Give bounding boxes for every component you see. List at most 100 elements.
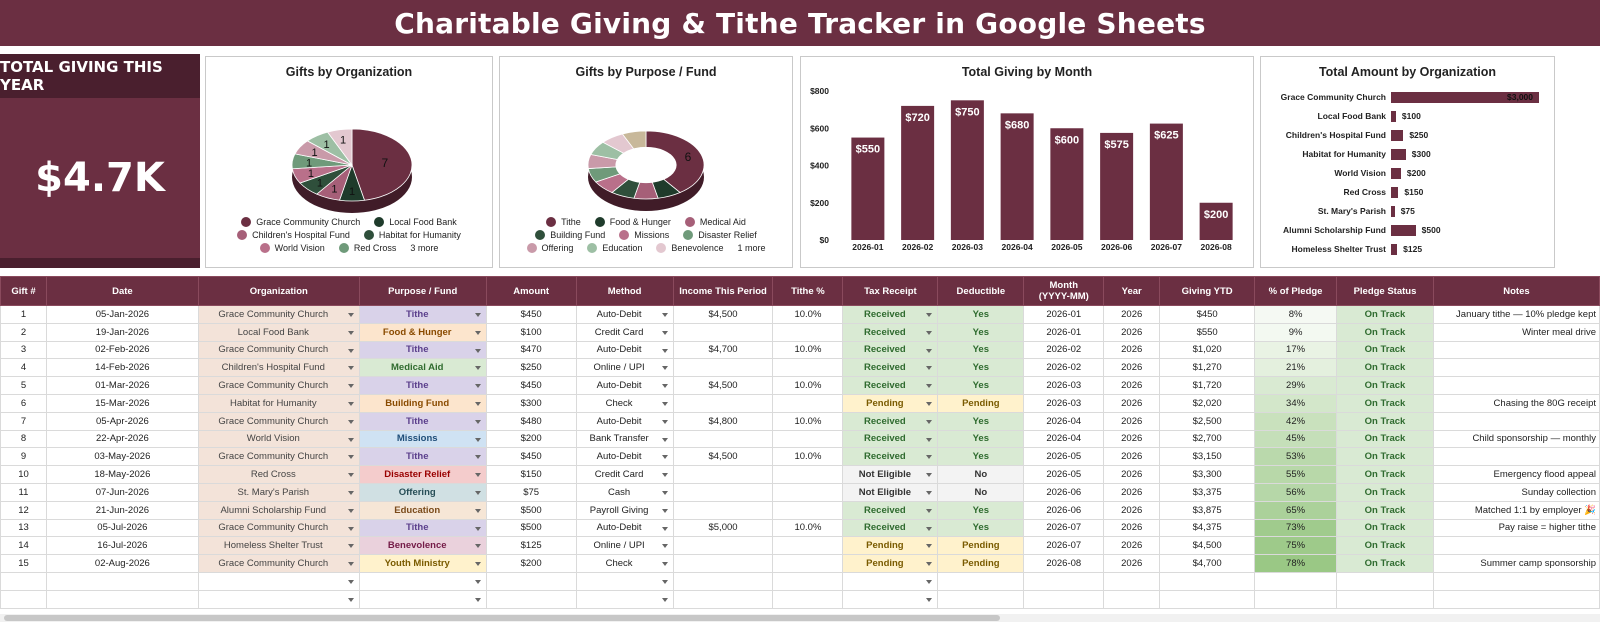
table-cell[interactable]: $300: [485, 393, 577, 413]
table-cell[interactable]: Yes: [937, 429, 1025, 449]
table-cell[interactable]: $470: [485, 340, 577, 360]
table-cell[interactable]: Auto-Debit: [575, 376, 674, 395]
table-cell[interactable]: $100: [485, 322, 577, 342]
table-cell[interactable]: 2026-03: [1023, 376, 1105, 395]
table-cell[interactable]: [1432, 536, 1600, 556]
table-cell[interactable]: 2026: [1103, 447, 1161, 467]
empty-cell[interactable]: [1103, 571, 1161, 591]
table-cell[interactable]: 73%: [1254, 518, 1338, 538]
table-cell[interactable]: 2026: [1103, 482, 1161, 502]
table-cell[interactable]: 2026-01: [1023, 305, 1105, 324]
table-cell[interactable]: $200: [485, 554, 577, 573]
table-cell[interactable]: 07-Jun-2026: [45, 482, 199, 502]
table-cell[interactable]: Online / UPI: [575, 358, 674, 378]
table-cell[interactable]: On Track: [1336, 554, 1434, 573]
column-header[interactable]: % of Pledge: [1254, 276, 1338, 306]
table-cell[interactable]: $5,000: [672, 518, 774, 538]
table-cell[interactable]: Yes: [937, 376, 1025, 395]
table-cell[interactable]: Cash: [575, 482, 674, 502]
table-cell[interactable]: [772, 358, 844, 378]
table-cell[interactable]: Grace Community Church: [197, 340, 360, 360]
column-header[interactable]: Gift #: [0, 276, 47, 306]
table-cell[interactable]: 42%: [1254, 411, 1338, 431]
table-cell[interactable]: 10.0%: [772, 518, 844, 538]
table-cell[interactable]: $4,700: [1159, 554, 1256, 573]
table-cell[interactable]: On Track: [1336, 500, 1434, 520]
table-cell[interactable]: On Track: [1336, 447, 1434, 467]
table-cell[interactable]: $500: [485, 518, 577, 538]
table-cell[interactable]: 2026-06: [1023, 482, 1105, 502]
table-cell[interactable]: On Track: [1336, 411, 1434, 431]
empty-cell[interactable]: [937, 571, 1025, 591]
table-cell[interactable]: 01-Mar-2026: [45, 376, 199, 395]
table-cell[interactable]: Received: [842, 447, 939, 467]
table-cell[interactable]: 10.0%: [772, 447, 844, 467]
table-cell[interactable]: Emergency flood appeal: [1432, 465, 1600, 484]
empty-cell[interactable]: [197, 571, 360, 591]
table-cell[interactable]: 78%: [1254, 554, 1338, 573]
empty-cell[interactable]: [358, 571, 487, 591]
table-cell[interactable]: 7: [0, 411, 47, 431]
table-cell[interactable]: Grace Community Church: [197, 447, 360, 467]
empty-cell[interactable]: [575, 571, 674, 591]
scrollbar-thumb[interactable]: [4, 615, 1000, 621]
table-cell[interactable]: Child sponsorship — monthly: [1432, 429, 1600, 449]
table-cell[interactable]: [772, 393, 844, 413]
empty-cell[interactable]: [485, 589, 577, 609]
table-cell[interactable]: 14: [0, 536, 47, 556]
table-cell[interactable]: On Track: [1336, 518, 1434, 538]
table-cell[interactable]: 2026-01: [1023, 322, 1105, 342]
table-cell[interactable]: [672, 536, 774, 556]
empty-cell[interactable]: [772, 571, 844, 591]
table-cell[interactable]: Offering: [358, 482, 487, 502]
table-cell[interactable]: 2026: [1103, 322, 1161, 342]
table-cell[interactable]: St. Mary's Parish: [197, 482, 360, 502]
column-header[interactable]: Deductible: [937, 276, 1025, 306]
table-cell[interactable]: 75%: [1254, 536, 1338, 556]
table-cell[interactable]: Auto-Debit: [575, 340, 674, 360]
table-cell[interactable]: [772, 429, 844, 449]
table-cell[interactable]: 2026: [1103, 429, 1161, 449]
table-cell[interactable]: $4,700: [672, 340, 774, 360]
table-cell[interactable]: 05-Jan-2026: [45, 305, 199, 324]
table-cell[interactable]: Online / UPI: [575, 536, 674, 556]
table-cell[interactable]: 2026-07: [1023, 518, 1105, 538]
table-cell[interactable]: Grace Community Church: [197, 554, 360, 573]
table-cell[interactable]: Yes: [937, 500, 1025, 520]
table-cell[interactable]: Yes: [937, 518, 1025, 538]
table-cell[interactable]: Chasing the 80G receipt: [1432, 393, 1600, 413]
table-cell[interactable]: 2026-02: [1023, 358, 1105, 378]
column-header[interactable]: Month (YYYY-MM): [1023, 276, 1105, 306]
empty-cell[interactable]: [358, 589, 487, 609]
table-cell[interactable]: $3,875: [1159, 500, 1256, 520]
empty-cell[interactable]: [1432, 571, 1600, 591]
table-cell[interactable]: 02-Feb-2026: [45, 340, 199, 360]
table-cell[interactable]: [772, 500, 844, 520]
empty-cell[interactable]: [937, 589, 1025, 609]
table-cell[interactable]: Pending: [937, 393, 1025, 413]
table-cell[interactable]: 2026-05: [1023, 465, 1105, 484]
table-cell[interactable]: Homeless Shelter Trust: [197, 536, 360, 556]
table-cell[interactable]: Yes: [937, 322, 1025, 342]
table-cell[interactable]: $450: [1159, 305, 1256, 324]
table-cell[interactable]: Sunday collection: [1432, 482, 1600, 502]
table-cell[interactable]: Received: [842, 340, 939, 360]
table-cell[interactable]: On Track: [1336, 429, 1434, 449]
table-cell[interactable]: Received: [842, 305, 939, 324]
table-cell[interactable]: $4,500: [672, 305, 774, 324]
column-header[interactable]: Date: [45, 276, 199, 306]
table-cell[interactable]: Received: [842, 429, 939, 449]
table-cell[interactable]: Medical Aid: [358, 358, 487, 378]
table-cell[interactable]: 2026: [1103, 305, 1161, 324]
table-cell[interactable]: $450: [485, 447, 577, 467]
column-header[interactable]: Year: [1103, 276, 1161, 306]
table-cell[interactable]: On Track: [1336, 305, 1434, 324]
table-cell[interactable]: $3,150: [1159, 447, 1256, 467]
table-cell[interactable]: No: [937, 482, 1025, 502]
table-cell[interactable]: Pending: [937, 536, 1025, 556]
table-cell[interactable]: 2026-03: [1023, 393, 1105, 413]
table-cell[interactable]: 02-Aug-2026: [45, 554, 199, 573]
table-cell[interactable]: $450: [485, 305, 577, 324]
empty-cell[interactable]: [1336, 589, 1434, 609]
